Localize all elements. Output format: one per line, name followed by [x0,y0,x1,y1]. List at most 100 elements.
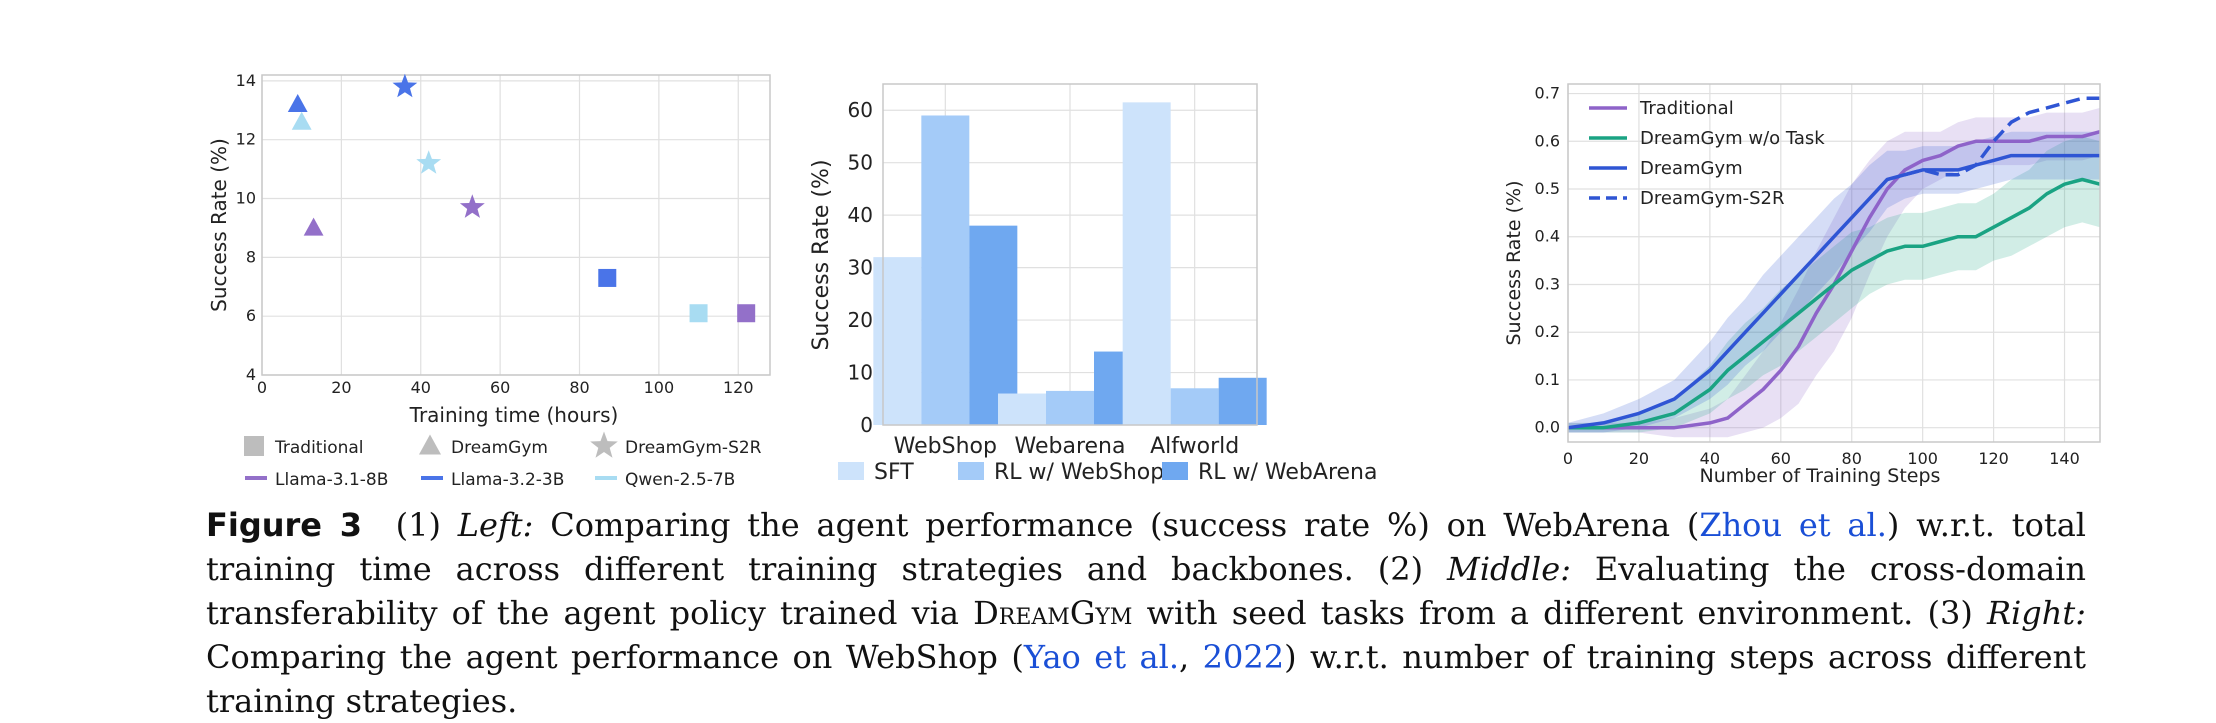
confidence-band [1568,131,2100,433]
left-points [287,73,756,323]
legend-marker-star [590,431,618,458]
left-ytick-label: 8 [246,247,256,266]
caption-dreamgym: DreamGym [973,594,1133,632]
legend-label: DreamGym-S2R [625,438,762,458]
bar [873,257,922,425]
legend-swatch [838,462,864,480]
right-ytick-label: 0.6 [1535,131,1560,150]
left-ytick-label: 10 [236,189,256,208]
legend-label: DreamGym w/o Task [1640,128,1825,149]
right-xlabel: Number of Training Steps [1700,465,1941,487]
left-xtick-label: 20 [331,378,351,397]
mid-bars [873,102,1267,425]
caption-left: Left: [457,506,534,544]
scatter-point [737,304,756,323]
mid-ytick-label: 40 [848,203,873,227]
left-ytick-label: 6 [246,306,256,325]
scatter-point [392,73,418,98]
left-xtick-label: 80 [569,378,589,397]
legend-label: Traditional [274,438,364,458]
bar-chart-transferability: 0 10 20 30 40 50 60 WebShop Webarena Alfworld Suc… [809,83,1377,485]
legend-label: DreamGym-S2R [1640,188,1785,209]
legend-marker-square [244,436,264,456]
left-ylabel: Success Rate (%) [207,138,231,312]
bar [1170,388,1219,425]
mid-ytick-label: 30 [848,256,873,280]
series-line [1568,130,2101,430]
legend-label: RL w/ WebShop [994,460,1164,485]
right-ytick-label: 0.1 [1535,370,1560,389]
left-xlabel: Training time (hours) [409,403,619,427]
right-xtick-label: 140 [2049,449,2080,468]
bar [921,115,970,425]
legend-label: RL w/ WebArena [1198,460,1377,485]
legend-label: DreamGym [1640,158,1743,179]
mid-ytick-label: 60 [848,98,873,122]
right-xtick-label: 80 [1842,449,1862,468]
mid-ytick-label: 10 [848,361,873,385]
scatter-point [287,94,308,113]
caption-text: Comparing the agent performance (success… [533,506,1700,544]
legend-marker-triangle [419,434,441,455]
right-ylabel: Success Rate (%) [1503,180,1525,345]
right-ytick-label: 0.7 [1535,84,1560,103]
caption-text: , [1179,638,1203,676]
citation-link[interactable]: Yao et al. [1023,638,1180,676]
mid-category-label: Alfworld [1150,434,1239,459]
caption-label: Figure 3 [206,506,363,544]
left-ytick-label: 4 [246,365,256,384]
right-ytick-label: 0.2 [1535,322,1560,341]
legend-label: Llama-3.1-8B [275,470,388,490]
mid-legend: SFT RL w/ WebShop RL w/ WebArena [838,460,1377,485]
left-plot-frame [261,74,771,376]
left-xtick-label: 100 [644,378,675,397]
right-plot-frame [1567,83,2101,443]
right-lines [1567,96,2101,430]
legend-label: Traditional [1639,98,1734,119]
right-legend: Traditional DreamGym w/o Task DreamGym Drea… [1589,98,1825,209]
left-xtick-label: 0 [257,378,267,397]
legend-swatch [1162,462,1188,480]
left-ytick-label: 14 [236,71,256,90]
scatter-point [598,268,617,287]
legend-label: Qwen-2.5-7B [625,470,735,490]
caption-text: (1) [395,506,458,544]
series-line [1568,177,2101,430]
caption-right: Right: [1986,594,2087,632]
legend-label: Llama-3.2-3B [451,470,564,490]
figure-caption: Figure 3 (1) Left: Comparing the agent p… [206,503,2086,723]
legend-swatch [958,462,984,480]
right-xtick-label: 40 [1700,449,1720,468]
left-ytick-label: 12 [236,130,256,149]
citation-year-link[interactable]: 2022 [1202,638,1285,676]
left-legend: Traditional DreamGym DreamGym-S2R Llama-3.1… [244,431,762,490]
mid-ytick-label: 50 [848,151,873,175]
scatter-point [459,194,485,218]
caption-text: Comparing the agent performance on WebSh… [206,638,1024,676]
series-line [1904,96,2100,177]
scatter-chart-training-time: 0 20 40 60 80 100 120 4 6 8 10 12 14 Training time (… [207,71,771,490]
series-line [1567,153,2100,430]
bar [1046,390,1094,425]
mid-ytick-label: 20 [848,308,873,332]
mid-ytick-label: 0 [860,413,873,437]
mid-ylabel: Success Rate (%) [809,159,834,350]
right-xtick-label: 20 [1629,449,1649,468]
bar [969,225,1018,425]
left-tick-labels: 0 20 40 60 80 100 120 4 6 8 10 12 14 [236,71,754,397]
scatter-point [689,304,708,323]
caption-middle: Middle: [1447,550,1571,588]
caption-text: with seed tasks from a different environ… [1132,594,1987,632]
right-ytick-label: 0.0 [1535,418,1560,437]
mid-category-label: Webarena [1015,434,1126,459]
scatter-point [303,217,324,236]
legend-label: SFT [874,460,914,485]
citation-link[interactable]: Zhou et al. [1699,506,1887,544]
scatter-point [416,150,442,174]
bar [1218,377,1267,425]
right-xtick-label: 0 [1563,449,1573,468]
left-xtick-label: 40 [411,378,431,397]
right-tick-labels: 0 20 40 60 80 100 120 140 0.0 0.1 0.2 0.3 0.4 0.5 0.6 0… [1535,84,2080,468]
bar [1122,102,1171,425]
caption-text: Evaluating the cross-domain transferabil… [206,550,2087,632]
